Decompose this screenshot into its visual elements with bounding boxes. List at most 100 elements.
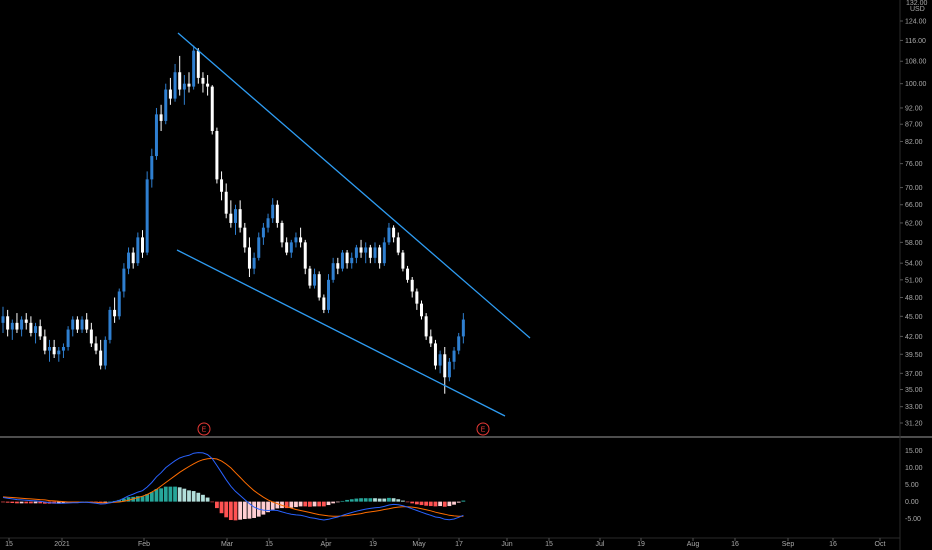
macd-histogram-bar: [42, 501, 47, 504]
macd-histogram-bar: [205, 497, 210, 502]
price-tick-label: 33.00: [905, 404, 923, 411]
macd-histogram-bar: [261, 501, 266, 515]
macd-histogram-bar: [210, 501, 215, 503]
macd-histogram-bar: [308, 501, 312, 507]
time-tick-label: 15: [545, 541, 553, 548]
candle-down: [178, 72, 182, 90]
macd-histogram-bar: [275, 501, 280, 509]
macd-histogram-bar: [410, 501, 415, 504]
candle-down: [15, 322, 19, 330]
candle-down: [420, 303, 423, 317]
macd-histogram-bar: [196, 492, 201, 502]
candle-down: [201, 77, 205, 84]
candle-down: [215, 131, 219, 180]
macd-histogram-bar: [29, 501, 33, 504]
time-tick-label: 15: [265, 541, 273, 548]
candle-up: [350, 257, 354, 264]
candle-up: [66, 329, 70, 347]
candle-down: [247, 247, 251, 269]
time-tick-label: Oct: [875, 541, 886, 548]
candle-down: [131, 252, 135, 264]
candle-down: [275, 204, 279, 223]
candle-down: [392, 227, 396, 238]
candle-up: [373, 247, 377, 258]
price-pane[interactable]: [1, 45, 465, 394]
macd-histogram-bar: [289, 501, 294, 508]
macd-histogram-bar: [391, 498, 396, 502]
candle-down: [168, 89, 172, 99]
candle-up: [145, 179, 149, 253]
candle-up: [271, 204, 275, 219]
price-tick-label: 48.00: [905, 295, 923, 302]
candle-down: [308, 268, 312, 286]
price-tick-label: 76.00: [905, 161, 923, 168]
macd-histogram-bar: [335, 501, 340, 503]
candle-up: [1, 316, 5, 323]
macd-histogram-bar: [401, 500, 405, 502]
price-axis[interactable]: 132.00 USD 124.00 116.00 108.00 100.00 92.00…: [900, 0, 928, 523]
macd-histogram-bar: [340, 500, 345, 502]
macd-histogram-bar: [56, 501, 61, 504]
candle-up: [10, 322, 14, 330]
price-tick-label: 82.00: [905, 139, 923, 146]
macd-histogram-bar: [456, 501, 461, 503]
time-tick-label: Sep: [782, 541, 795, 548]
candle-down: [52, 346, 56, 355]
macd-histogram-bar: [405, 501, 410, 503]
candle-up: [150, 156, 154, 180]
candle-down: [43, 336, 47, 351]
candle-down: [29, 322, 33, 333]
macd-histogram-bar: [433, 501, 438, 507]
candle-up: [364, 247, 368, 253]
candle-down: [415, 291, 419, 304]
candle-up: [182, 83, 186, 90]
macd-pane[interactable]: [1, 452, 466, 521]
macd-histogram-bar: [270, 501, 275, 510]
macd-tick-label: 15.00: [905, 448, 923, 455]
candle-down: [99, 350, 103, 366]
macd-histogram-bar: [298, 501, 303, 507]
earnings-marker: [197, 422, 211, 436]
candle-down: [159, 114, 163, 121]
macd-histogram-bar: [242, 501, 247, 520]
trendlines[interactable]: [176, 32, 531, 417]
candle-up: [313, 274, 317, 286]
candle-up: [164, 89, 168, 121]
macd-histogram-bar: [219, 501, 224, 514]
price-tick-label: 62.00: [905, 220, 923, 227]
macd-histogram-bar: [363, 498, 368, 502]
candle-down: [38, 326, 42, 337]
macd-histogram-bar: [414, 501, 419, 505]
time-tick-label: Mar: [221, 541, 234, 548]
time-tick-label: Jun: [501, 541, 512, 548]
price-tick-label: 87.00: [905, 122, 923, 129]
candle-down: [243, 227, 247, 248]
macd-histogram-bar: [280, 501, 284, 509]
candle-up: [257, 237, 261, 258]
candle-down: [94, 343, 98, 351]
macd-histogram-bar: [312, 501, 317, 507]
candle-up: [294, 237, 298, 243]
candle-down: [303, 242, 307, 269]
macd-histogram-bar: [19, 501, 24, 504]
macd-histogram-bar: [326, 501, 331, 506]
candle-up: [261, 227, 265, 238]
macd-histogram-bar: [187, 490, 191, 502]
price-tick-label: 39.50: [905, 352, 923, 359]
macd-histogram-bar: [317, 501, 322, 507]
macd-histogram-bar: [191, 491, 196, 502]
price-tick-label: 31.20: [905, 421, 923, 428]
candle-down: [429, 336, 433, 344]
macd-tick-label: 5.00: [905, 482, 919, 489]
candle-up: [382, 242, 386, 264]
candle-down: [401, 252, 405, 269]
time-axis[interactable]: 15 2021 Feb Mar 15 Apr 19 May 17 Jun 15 Jul 19 Aug 16 S…: [5, 538, 885, 548]
macd-line: [2, 452, 464, 521]
price-tick-label: 100.00: [905, 81, 927, 88]
macd-histogram-bar: [1, 501, 5, 503]
macd-tick-label: -5.00: [905, 516, 921, 523]
macd-histogram-bar: [135, 496, 140, 502]
price-tick-label: 108.00: [905, 59, 927, 66]
